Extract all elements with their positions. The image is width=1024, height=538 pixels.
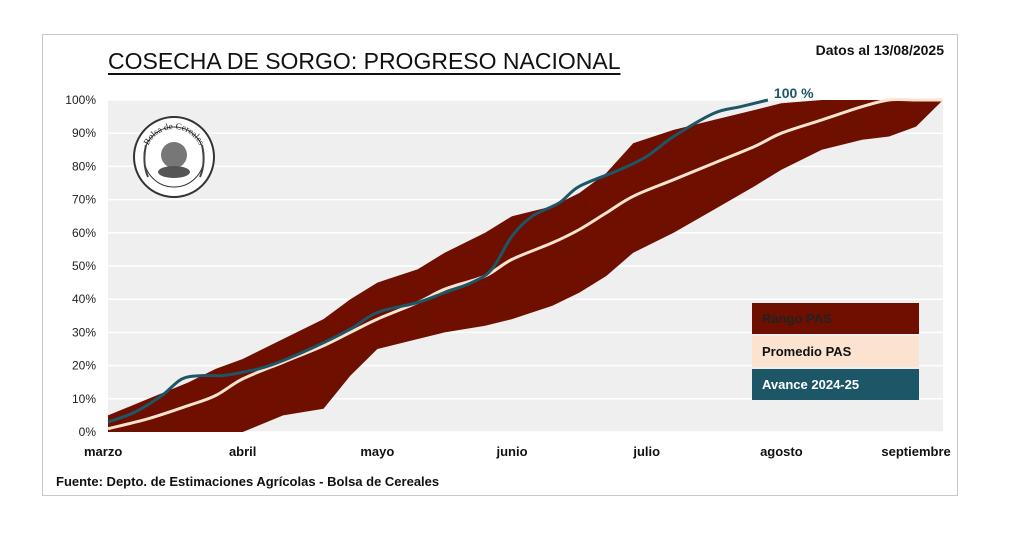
bolsa-de-cereales-seal: Bolsa de Cereales <box>133 116 215 198</box>
end-value-label: 100 % <box>774 85 814 101</box>
chart-title: COSECHA DE SORGO: PROGRESO NACIONAL <box>108 48 621 74</box>
y-tick-label: 60% <box>72 226 96 240</box>
chart-legend: Rango PAS Promedio PAS Avance 2024-25 <box>752 303 919 402</box>
y-tick-label: 30% <box>72 325 96 339</box>
y-tick-label: 90% <box>72 126 96 140</box>
y-tick-label: 40% <box>72 292 96 306</box>
x-tick-label: septiembre <box>881 444 950 459</box>
progress-line <box>107 98 769 424</box>
y-axis-ticks: 0% 10% 20% 30% 40% 50% 60% 70% 80% 90% 100% <box>65 93 96 439</box>
y-tick-label: 80% <box>72 159 96 173</box>
x-tick-label: julio <box>632 444 660 459</box>
x-tick-label: marzo <box>84 444 122 459</box>
y-tick-label: 70% <box>72 193 96 207</box>
source-note: Fuente: Depto. de Estimaciones Agrícolas… <box>56 474 440 489</box>
legend-item-average: Promedio PAS <box>752 336 919 367</box>
x-axis-ticks: marzo abril mayo junio julio agosto septiembre <box>84 444 951 459</box>
legend-item-range: Rango PAS <box>752 303 919 334</box>
y-tick-label: 0% <box>79 425 97 439</box>
y-tick-label: 10% <box>72 392 96 406</box>
average-line <box>107 98 943 431</box>
y-tick-label: 100% <box>65 93 96 107</box>
data-date: Datos al 13/08/2025 <box>815 42 944 58</box>
x-tick-label: agosto <box>760 444 803 459</box>
x-tick-label: junio <box>496 444 528 459</box>
y-tick-label: 50% <box>72 259 96 273</box>
x-tick-label: mayo <box>360 444 394 459</box>
x-tick-label: abril <box>229 444 256 459</box>
y-tick-label: 20% <box>72 359 96 373</box>
legend-item-progress: Avance 2024-25 <box>752 369 919 400</box>
